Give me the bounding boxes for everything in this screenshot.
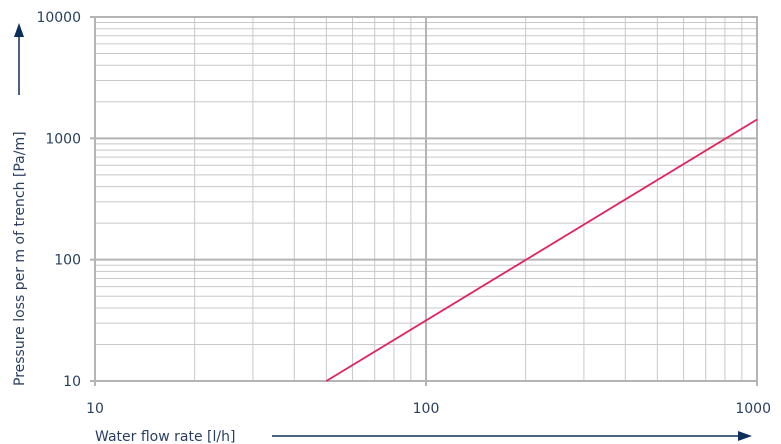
- series-group: [325, 118, 758, 382]
- plot-area-frame: [94, 16, 758, 382]
- y-tick-labels: 10 100 1000 10000: [36, 10, 81, 390]
- x-axis-title: Water flow rate [l/h]: [95, 429, 235, 444]
- y-tick-label: 100: [54, 253, 81, 269]
- y-tick-label: 10: [63, 374, 81, 390]
- y-axis-arrow-icon: [14, 23, 24, 37]
- x-tick-label: 100: [413, 401, 440, 417]
- x-tick-label: 10: [86, 401, 104, 417]
- series-line: [325, 118, 758, 382]
- x-axis-arrow-icon: [738, 431, 752, 441]
- x-tick-labels: 10 100 1000: [86, 401, 771, 417]
- y-tick-label: 10000: [36, 10, 81, 26]
- y-tick-label: 1000: [45, 131, 81, 147]
- y-axis-title: Pressure loss per m of trench [Pa/m]: [12, 131, 28, 386]
- x-tick-label: 1000: [735, 401, 771, 417]
